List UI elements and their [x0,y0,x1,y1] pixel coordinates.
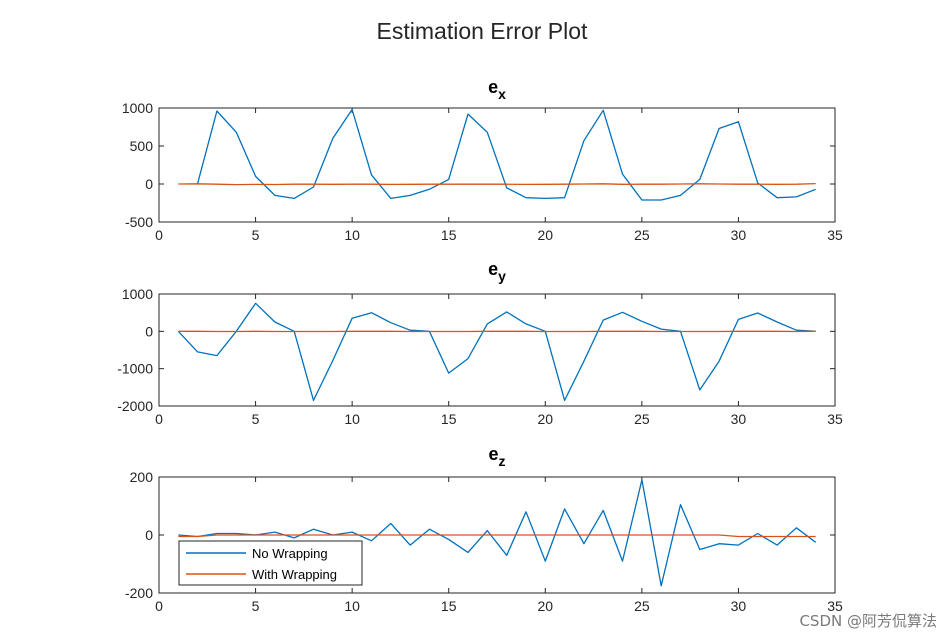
axes-frame [158,107,836,223]
x-tick-label: 15 [441,227,457,243]
x-tick-label: 0 [155,227,163,243]
subplot-title-ez: ez [488,444,505,469]
y-tick-label: 1000 [122,100,153,116]
x-tick-label: 30 [731,227,747,243]
legend: No Wrapping With Wrapping [178,540,363,586]
y-tick-label: -1000 [117,361,153,377]
legend-box [178,540,363,586]
x-tick-label: 15 [441,411,457,427]
x-tick-label: 35 [827,411,843,427]
y-tick-label: -2000 [117,398,153,414]
axes-frame [158,293,836,407]
y-tick-label: -500 [125,214,153,230]
subplot-title-ex: ex [488,77,506,102]
subplot-ey: 0 5 10 15 20 25 30 35 -2000 -1000 0 1000 [117,286,843,427]
x-tick-label: 25 [634,227,650,243]
x-tick-label: 5 [252,411,260,427]
y-tick-label: 1000 [122,286,153,302]
x-tick-label: 20 [537,227,553,243]
x-tick-label: 20 [537,598,553,614]
x-tick-label: 10 [344,598,360,614]
x-tick-label: 15 [441,598,457,614]
x-tick-label: 10 [344,227,360,243]
x-tick-label: 20 [537,411,553,427]
figure-title: Estimation Error Plot [377,18,589,44]
x-tick-label: 35 [827,227,843,243]
x-tick-label: 25 [634,411,650,427]
y-tick-label: 0 [145,323,153,339]
x-tick-label: 5 [252,227,260,243]
y-tick-label: 500 [130,138,154,154]
series-line-no-wrapping [177,302,816,402]
y-tick-label: 0 [145,527,153,543]
legend-label-with-wrapping: With Wrapping [252,567,337,582]
x-tick-label: 0 [155,411,163,427]
x-tick-label: 35 [827,598,843,614]
series-line-with-wrapping [178,182,816,186]
y-tick-label: 200 [130,469,154,485]
y-tick-label: -200 [125,585,153,601]
legend-label-no-wrapping: No Wrapping [252,546,328,561]
x-tick-label: 30 [731,411,747,427]
series-line-no-wrapping [196,108,816,201]
x-tick-label: 10 [344,411,360,427]
watermark: CSDN @阿芳侃算法 [799,612,937,630]
subplot-title-ey: ey [488,259,506,284]
x-tick-label: 0 [155,598,163,614]
y-tick-label: 0 [145,176,153,192]
x-tick-label: 25 [634,598,650,614]
series-line-with-wrapping [178,534,816,538]
x-tick-label: 30 [731,598,747,614]
x-tick-label: 5 [252,598,260,614]
